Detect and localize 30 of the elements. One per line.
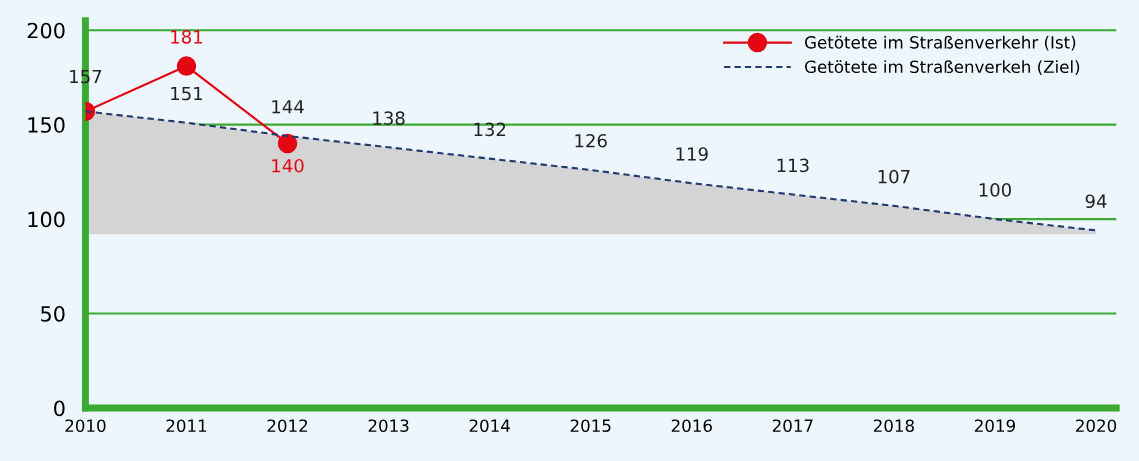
y-tick-label: 200: [27, 22, 65, 39]
data-label: 151: [171, 86, 203, 101]
x-tick-label: 2010: [65, 419, 106, 432]
y-tick-label: 150: [28, 117, 65, 133]
data-label: 119: [676, 147, 708, 161]
data-label: 100: [979, 183, 1011, 197]
x-tick-label: 2013: [368, 419, 409, 432]
x-tick-label: 2017: [772, 419, 813, 432]
y-tick-label: 0: [54, 400, 65, 417]
x-tick-label: 2016: [671, 419, 712, 432]
y-tick-label: 100: [28, 211, 65, 228]
legend-label: Getötete im Straßenverkehr (Ist): [805, 35, 1076, 51]
x-tick-label: 2014: [469, 419, 510, 432]
x-tick-label: 2019: [974, 419, 1015, 432]
legend-label: Getötete im Straßenverkeh (Ziel): [805, 60, 1080, 76]
data-label: 126: [575, 133, 607, 148]
data-label: 138: [373, 111, 405, 125]
x-tick-label: 2015: [570, 419, 611, 432]
data-label: 132: [474, 122, 506, 137]
x-tick-label: 2011: [166, 419, 207, 432]
data-label: 181: [171, 30, 203, 44]
x-tick-label: 2012: [267, 419, 308, 432]
data-label: 107: [878, 169, 910, 184]
x-tick-label: 2020: [1076, 419, 1117, 432]
data-label: 144: [272, 100, 304, 114]
x-tick-label: 2018: [873, 419, 914, 432]
y-tick-label: 50: [41, 305, 65, 322]
data-label: 94: [1085, 194, 1107, 209]
data-label: 113: [777, 158, 809, 173]
data-label: 140: [272, 158, 304, 173]
